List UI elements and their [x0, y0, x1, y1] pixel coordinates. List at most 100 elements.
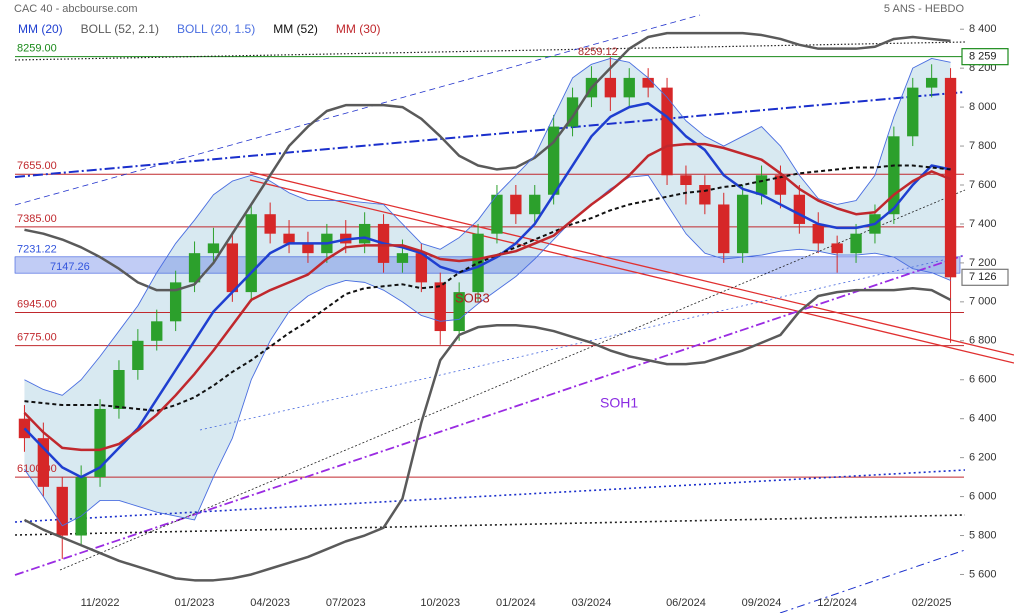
x-tick-label: 03/2024: [572, 597, 612, 609]
candle-body: [529, 194, 541, 215]
candle-body: [396, 253, 409, 263]
trend-line: [199, 254, 966, 431]
candle-body: [151, 321, 163, 341]
x-tick-label: 11/2022: [81, 597, 120, 609]
y-tick-label: 6 800: [969, 335, 997, 347]
x-tick-label: 10/2023: [420, 597, 460, 609]
level-label: 6775.00: [17, 332, 57, 344]
candle-body: [925, 77, 938, 88]
y-tick-label: 7 600: [969, 179, 997, 191]
candle-body: [812, 223, 824, 244]
legend-entry: BOLL (20, 1.5): [177, 22, 255, 36]
y-tick-label: 7 000: [969, 296, 997, 308]
candle-body: [132, 340, 144, 370]
candle-body: [831, 243, 843, 254]
trend-line: [779, 549, 966, 613]
candle-body: [793, 194, 806, 224]
level-label: 7385.00: [17, 213, 57, 225]
candle-body: [37, 438, 50, 487]
y-tick-label: 7 800: [969, 140, 997, 152]
y-tick-label: 6 200: [969, 452, 997, 464]
candle-body: [944, 77, 957, 278]
candle-body: [453, 292, 465, 332]
x-tick-label: 06/2024: [666, 597, 706, 609]
candle-body: [680, 175, 692, 185]
legend-entry: MM (30): [336, 22, 381, 36]
trend-line: [14, 254, 966, 576]
price-tag: [961, 48, 1009, 66]
candle-body: [245, 214, 257, 293]
indicator-line: [24, 57, 951, 396]
candle-body: [604, 77, 617, 98]
candle-body: [718, 204, 730, 254]
candle-body: [415, 253, 428, 283]
trend-lines: [14, 14, 1014, 613]
band-fill: [24, 58, 951, 526]
indicator-line: [24, 31, 951, 292]
candle-body: [491, 194, 503, 234]
x-tick-label: 07/2023: [326, 597, 366, 609]
chart-title: CAC 40 - abcbourse.com: [14, 3, 138, 15]
legend-entry: MM (20): [18, 22, 63, 36]
candle-body: [907, 87, 919, 137]
candle-body: [472, 233, 484, 293]
legend-entry: MM (52): [273, 22, 318, 36]
level-label: 6945.00: [17, 298, 57, 310]
x-tick-label: 04/2023: [250, 597, 290, 609]
legend-entry: BOLL (52, 2.1): [81, 22, 159, 36]
y-tick-label: 5 800: [969, 529, 997, 541]
candle-body: [94, 408, 106, 478]
y-tick-label: 6 400: [969, 413, 997, 425]
x-tick-label: 09/2024: [742, 597, 782, 609]
candle-body: [510, 194, 522, 215]
trend-line: [59, 189, 966, 571]
candle-body: [56, 486, 68, 536]
annotation: SOH1: [600, 395, 638, 411]
price-tag-label: 8 259: [969, 51, 997, 63]
x-tick-label: 01/2024: [496, 597, 536, 609]
candle-body: [113, 370, 125, 409]
candle-body: [434, 282, 446, 332]
candle-body: [699, 185, 711, 205]
indicator-line: [24, 174, 951, 527]
candle-body: [774, 175, 787, 195]
x-tick-label: 02/2025: [912, 597, 952, 609]
candle-body: [736, 194, 749, 254]
trend-line: [249, 179, 1014, 364]
candle-body: [302, 243, 314, 254]
trend-line: [14, 41, 966, 61]
y-tick-label: 7 400: [969, 218, 997, 230]
trend-line: [14, 469, 966, 523]
candle-body: [850, 233, 862, 254]
trend-line: [14, 514, 966, 536]
candle-body: [207, 243, 220, 254]
candle-body: [755, 175, 768, 195]
y-tick-label: 8 400: [969, 23, 997, 35]
y-tick-label: 5 600: [969, 568, 997, 580]
candle-body: [358, 223, 371, 244]
candle-body: [169, 282, 182, 322]
candle-body: [566, 97, 579, 127]
y-tick-label: 6 000: [969, 490, 997, 502]
indicator-line: [24, 164, 951, 412]
price-tag-label: 7 126: [969, 271, 997, 283]
zone-label: 7231.22: [17, 244, 57, 256]
y-tick-label: 8 000: [969, 101, 997, 113]
indicator-line: [23, 286, 952, 582]
candle-body: [264, 214, 276, 234]
chart-subtitle: 5 ANS - HEBDO: [884, 3, 965, 15]
candle-body: [642, 77, 654, 88]
level-label: 7655.00: [17, 160, 57, 172]
y-tick-label: 6 600: [969, 374, 997, 386]
y-tick-label: 7 200: [969, 257, 997, 269]
trend-line: [249, 171, 1014, 356]
candle-body: [75, 477, 87, 536]
level-label: 6100.00: [17, 463, 57, 475]
level-label: 8259.00: [17, 43, 57, 55]
annotation: SOB3: [455, 290, 490, 305]
annotation: 8259.12: [578, 46, 618, 58]
candle-body: [226, 243, 239, 293]
price-tag: [961, 268, 1009, 286]
candle-body: [547, 126, 560, 195]
x-tick-label: 01/2023: [175, 597, 215, 609]
